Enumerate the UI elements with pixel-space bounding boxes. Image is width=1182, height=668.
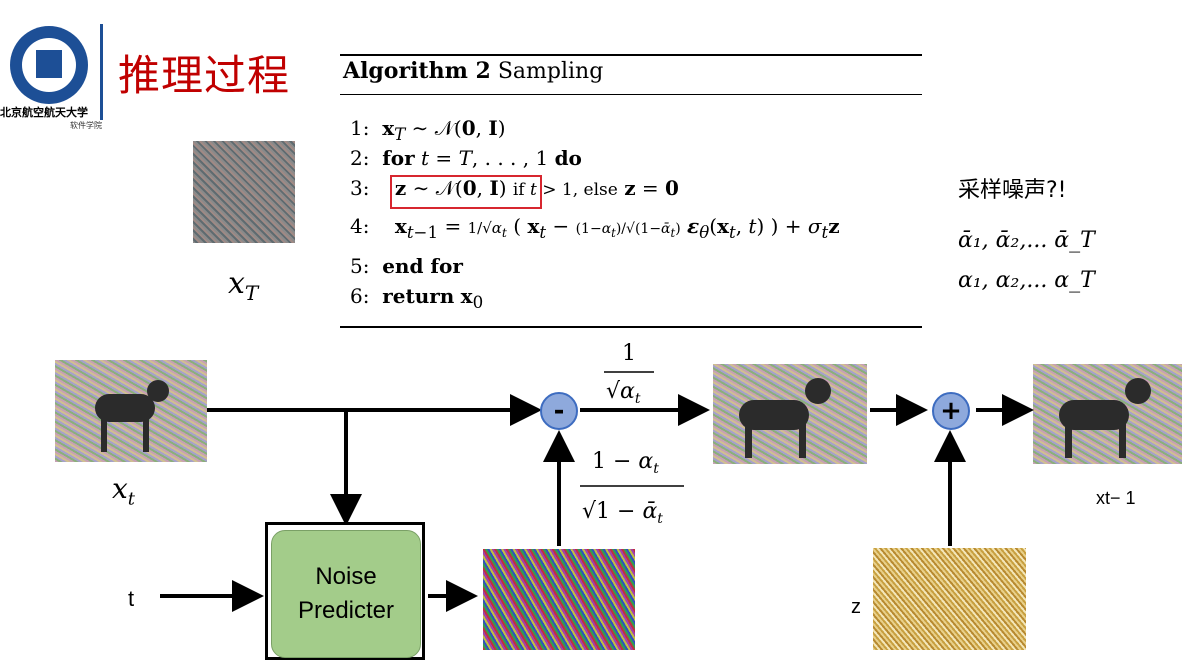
algorithm-title: Algorithm 2 Sampling [343,58,604,84]
alpha-sequence: α₁, α₂,... α_T [958,268,1095,293]
title-divider [100,24,103,120]
algorithm-top-rule [340,54,922,56]
xt-cat-image [55,360,207,462]
denoised-cat-image [713,364,867,464]
algorithm-header-rule [340,94,922,95]
coef-bottom-denominator: √1 − ᾱt [582,499,663,527]
algorithm-line-1: 1: xT ∼ 𝒩(0, I) [350,116,506,144]
coef-bottom-numerator: 1 − αt [592,449,659,477]
algorithm-line-2: 2: for t = T, . . . , 1 do [350,146,582,170]
xT-noise-image [193,141,295,243]
algorithm-line-4: 4: xt−1 = 1/√αt ( xt − (1−αt)/√(1−ᾱt) εθ… [350,214,840,242]
noise-predictor-block: Noise Predicter [271,530,421,658]
algorithm-line-6: 6: return x0 [350,284,484,312]
logo-mark-icon [36,50,62,78]
algorithm-line-3: 3: z ∼ 𝒩(0, I) if t > 1, else z = 0 [350,176,679,200]
alpha-bar-sequence: ᾱ₁, ᾱ₂,... ᾱ_T [958,228,1095,253]
logo-university-name: 北京航空航天大学 [0,106,88,119]
z-label: z [851,596,861,618]
coef-top-numerator: 1 [622,341,636,366]
coef-top-denominator: √αt [606,379,641,407]
noise-question-note: 采样噪声?! [958,178,1067,203]
add-operator: + [932,392,970,430]
page-title: 推理过程 [118,51,291,100]
algorithm-line-5: 5: end for [350,254,463,278]
predictor-line-2: Predicter [297,597,395,624]
logo-school-name: 软件学院 [70,121,102,130]
predictor-line-1: Noise [315,563,377,590]
xt-label: xt [112,472,136,510]
timestep-label: t [128,586,135,611]
z-noise-image [873,548,1026,650]
subtract-operator: - [540,392,578,430]
predicted-noise-image [483,549,635,650]
noise-sample-highlight [390,175,542,209]
xt-minus-1-label: xt− 1 [1096,488,1136,508]
xT-label: xT [228,266,259,305]
algorithm-bottom-rule [340,326,922,328]
output-cat-image [1033,364,1182,464]
